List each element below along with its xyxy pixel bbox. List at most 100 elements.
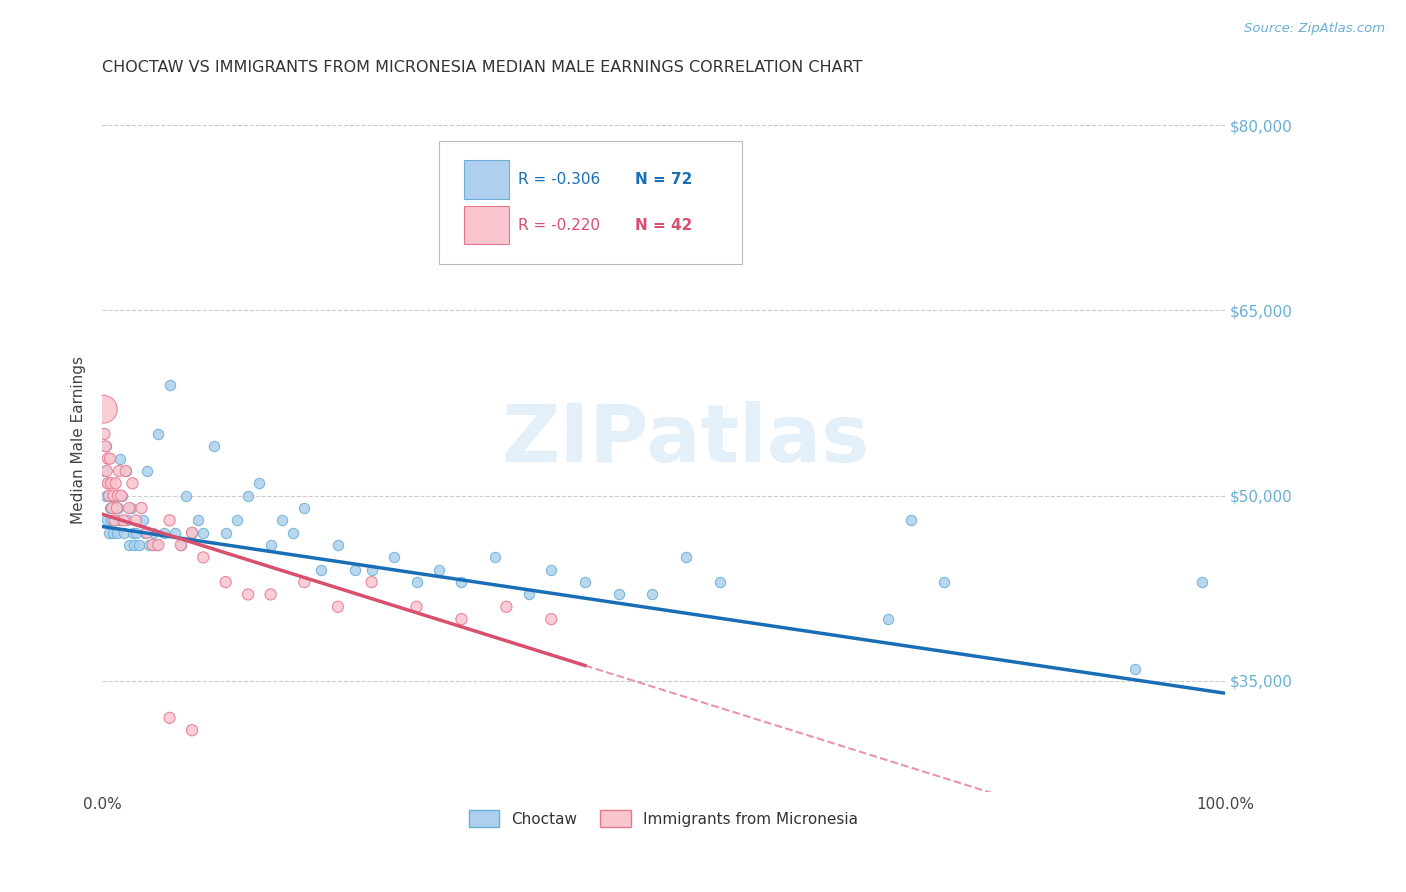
Point [97, 525, 120, 540]
Point [107, 501, 129, 516]
Y-axis label: Median Male Earnings: Median Male Earnings [72, 356, 86, 524]
Point [215, 525, 238, 540]
Point [136, 525, 159, 540]
Point [170, 538, 193, 552]
Point [98, 451, 121, 466]
Point [292, 501, 315, 516]
Point [675, 550, 697, 565]
Point [540, 563, 562, 577]
Point [93, 464, 115, 478]
FancyBboxPatch shape [439, 141, 742, 264]
Point [405, 575, 427, 590]
Point [100, 476, 122, 491]
Point [97, 476, 120, 491]
Point [91, 402, 114, 417]
Point [145, 538, 167, 552]
Point [574, 575, 596, 590]
Point [101, 489, 124, 503]
Point [159, 377, 181, 392]
Point [94, 439, 117, 453]
Point [159, 711, 181, 725]
Point [281, 525, 304, 540]
Point [193, 550, 215, 565]
Point [131, 513, 153, 527]
Point [309, 563, 332, 577]
Point [108, 464, 131, 478]
Text: R = -0.306: R = -0.306 [517, 172, 600, 187]
Point [101, 501, 124, 516]
Point [153, 525, 176, 540]
Point [343, 563, 366, 577]
Point [181, 723, 204, 738]
Point [326, 599, 349, 614]
Point [181, 525, 204, 540]
Point [107, 489, 129, 503]
Point [877, 612, 900, 626]
Point [138, 538, 160, 552]
Point [495, 599, 517, 614]
Text: Source: ZipAtlas.com: Source: ZipAtlas.com [1244, 22, 1385, 36]
Point [118, 538, 141, 552]
Point [97, 476, 120, 491]
Point [247, 476, 270, 491]
Point [270, 513, 292, 527]
Point [236, 489, 259, 503]
Point [104, 489, 127, 503]
Point [607, 587, 630, 601]
Point [111, 489, 134, 503]
Point [97, 489, 120, 503]
Point [450, 612, 472, 626]
Point [259, 538, 281, 552]
Point [484, 550, 506, 565]
Point [125, 513, 148, 527]
Point [405, 599, 427, 614]
Point [120, 501, 142, 516]
Point [148, 426, 170, 441]
Point [181, 525, 204, 540]
Point [641, 587, 664, 601]
Point [118, 501, 141, 516]
Point [121, 525, 143, 540]
Point [170, 538, 193, 552]
Point [1191, 575, 1213, 590]
Point [360, 563, 382, 577]
Point [112, 525, 135, 540]
Point [105, 501, 128, 516]
Point [128, 538, 150, 552]
Point [360, 575, 382, 590]
Point [540, 612, 562, 626]
Point [142, 538, 165, 552]
Point [105, 525, 128, 540]
Point [131, 501, 153, 516]
Text: N = 42: N = 42 [636, 218, 693, 233]
Point [148, 538, 170, 552]
Point [121, 476, 143, 491]
Point [100, 513, 122, 527]
Point [226, 513, 249, 527]
Point [165, 525, 187, 540]
Point [187, 513, 209, 527]
Point [103, 489, 125, 503]
Point [94, 439, 117, 453]
Text: R = -0.220: R = -0.220 [517, 218, 599, 233]
Bar [464, 206, 509, 244]
Point [517, 587, 540, 601]
Point [204, 439, 226, 453]
Point [110, 489, 132, 503]
Point [98, 501, 121, 516]
Point [193, 525, 215, 540]
Point [236, 587, 259, 601]
Point [93, 426, 115, 441]
Point [292, 575, 315, 590]
Text: N = 72: N = 72 [636, 172, 693, 187]
Text: CHOCTAW VS IMMIGRANTS FROM MICRONESIA MEDIAN MALE EARNINGS CORRELATION CHART: CHOCTAW VS IMMIGRANTS FROM MICRONESIA ME… [103, 60, 863, 75]
Point [97, 489, 120, 503]
Point [709, 575, 731, 590]
Point [1123, 661, 1146, 675]
Point [97, 451, 120, 466]
Point [125, 525, 148, 540]
Point [215, 575, 238, 590]
Point [259, 587, 281, 601]
Text: ZIPatlas: ZIPatlas [502, 401, 870, 479]
Bar [464, 160, 509, 199]
